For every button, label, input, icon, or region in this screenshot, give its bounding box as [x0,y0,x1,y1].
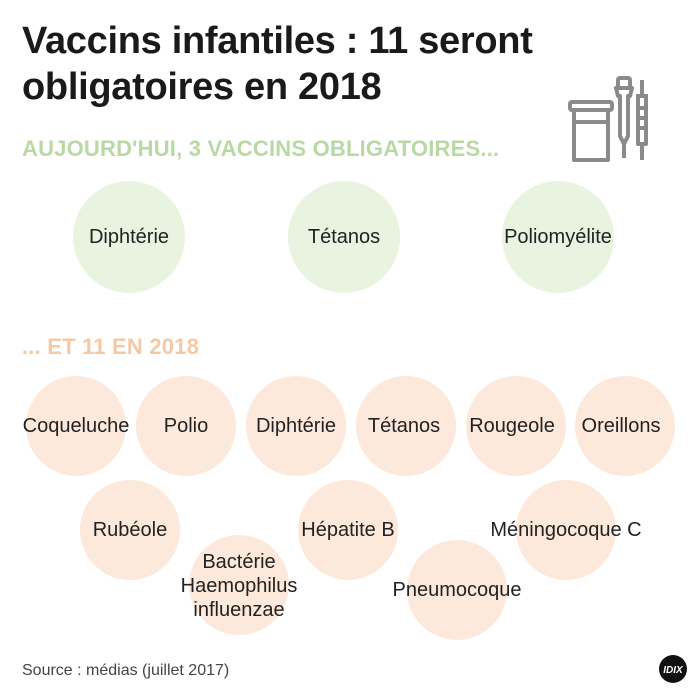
logo-text: IDIX [663,665,684,676]
page-title: Vaccins infantiles : 11 seront obligatoi… [22,20,533,108]
circle-today-1 [73,181,185,293]
circle-2018-1 [26,376,126,476]
vaccine-label: Bactérie Haemophilus influenzae [180,551,298,621]
vaccine-label: Tétanos [367,415,441,437]
circle-2018-8 [298,480,398,580]
circle-2018-9 [516,480,616,580]
vaccine-label: Hépatite B [301,519,395,541]
vaccine-label: Rubéole [92,519,168,541]
vaccine-label: Diphtérie [88,226,170,248]
vaccine-label: Tétanos [307,226,381,248]
vaccine-label: Rougeole [469,415,555,437]
vaccine-label: Pneumocoque [392,579,522,601]
future-heading: ... ET 11 EN 2018 [22,334,200,359]
vaccine-label: Diphtérie [255,415,337,437]
circle-2018-2 [136,376,236,476]
circle-2018-10 [189,535,289,635]
circle-today-3 [502,181,614,293]
circle-2018-4 [356,376,456,476]
circle-2018-11 [407,540,507,640]
vaccine-label: Coqueluche [22,415,130,437]
today-heading: AUJOURD'HUI, 3 VACCINS OBLIGATOIRES... [22,136,500,161]
source-note: Source : médias (juillet 2017) [22,662,230,679]
medicine-vials-icon [568,76,648,162]
circle-2018-5 [466,376,566,476]
circle-2018-6 [575,376,675,476]
vaccine-label: Polio [163,415,209,437]
vaccine-label: Oreillons [581,415,661,437]
circle-2018-7 [80,480,180,580]
vaccine-label: Poliomyélite [504,226,612,248]
idix-logo: IDIX [659,655,687,683]
circle-today-2 [288,181,400,293]
vaccine-label: Méningocoque C [490,519,642,541]
circle-2018-3 [246,376,346,476]
